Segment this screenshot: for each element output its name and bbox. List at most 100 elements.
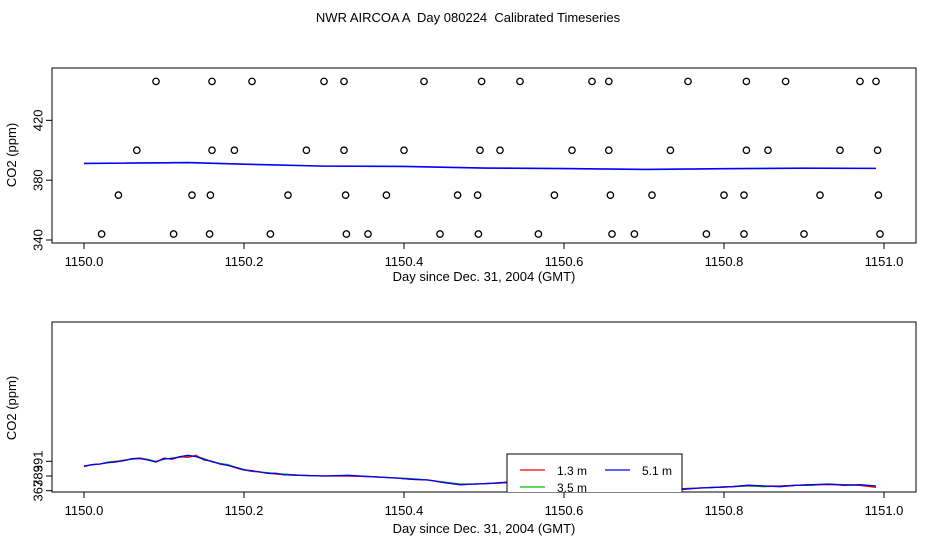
legend-box <box>506 453 683 492</box>
bottom-plot-frame <box>51 321 917 493</box>
top-data-point <box>702 230 711 238</box>
top-data-point <box>400 146 408 155</box>
top-x-tick-label: 1151.0 <box>865 254 904 269</box>
top-data-point <box>248 77 256 86</box>
bottom-x-axis: 1150.0 1150.2 1150.4 1150.6 1150.8 1151.0 <box>65 492 904 518</box>
top-data-point <box>608 230 616 238</box>
legend-label-3-5m: 3.5 m <box>557 481 587 495</box>
bottom-x-axis-label: Day since Dec. 31, 2004 (GMT) <box>393 521 576 536</box>
top-data-point <box>872 77 880 86</box>
top-data-point <box>876 230 884 238</box>
top-data-point <box>476 146 484 155</box>
top-data-point <box>856 77 864 86</box>
top-data-point <box>604 77 613 86</box>
bottom-y-tick-label: 391 <box>31 450 46 472</box>
top-data-point <box>684 77 692 86</box>
top-data-point <box>320 77 328 86</box>
top-data-point <box>364 230 372 238</box>
top-panel: 1150.0 1150.2 1150.4 1150.6 1150.8 1151.0 340… <box>4 67 917 284</box>
top-data-point <box>648 191 656 199</box>
top-data-point <box>230 146 239 155</box>
top-scatter-points <box>97 77 884 238</box>
top-data-point <box>516 77 524 86</box>
top-x-tick-label: 1150.2 <box>225 254 264 269</box>
bottom-x-tick-label: 1150.8 <box>705 503 744 518</box>
top-data-point <box>152 77 160 86</box>
top-data-point <box>742 77 751 86</box>
top-data-point <box>534 230 543 238</box>
top-data-point <box>606 191 615 199</box>
top-x-tick-label: 1150.4 <box>385 254 424 269</box>
top-plot-frame <box>51 67 917 244</box>
top-data-point <box>874 191 883 199</box>
bottom-x-tick-label: 1150.4 <box>385 503 424 518</box>
top-data-point <box>169 230 178 238</box>
top-data-point <box>132 146 141 155</box>
top-data-point <box>568 146 576 155</box>
top-series-line <box>83 161 877 171</box>
top-data-point <box>473 191 482 199</box>
bottom-series-line-5-1-m <box>83 454 877 490</box>
top-data-point <box>781 77 790 86</box>
top-data-point <box>588 77 596 86</box>
top-data-point <box>740 191 748 199</box>
legend-label-5-1m: 5.1 m <box>642 464 672 478</box>
bottom-y-tick-label: 389 <box>31 465 46 487</box>
top-data-point <box>436 230 444 238</box>
top-data-point <box>266 230 275 238</box>
top-x-axis-label: Day since Dec. 31, 2004 (GMT) <box>393 269 576 284</box>
bottom-panel: 1150.0 1150.2 1150.4 1150.6 1150.8 1151.0 367… <box>4 321 917 536</box>
top-data-point <box>382 191 391 199</box>
bottom-x-tick-label: 1150.6 <box>545 503 584 518</box>
top-data-point <box>800 230 808 238</box>
top-x-tick-label: 1150.0 <box>65 254 104 269</box>
top-data-point <box>604 146 613 155</box>
top-x-axis: 1150.0 1150.2 1150.4 1150.6 1150.8 1151.0 <box>65 243 904 269</box>
top-data-point <box>188 191 196 199</box>
top-data-point <box>208 77 216 86</box>
top-data-point <box>496 146 504 155</box>
bottom-x-tick-label: 1151.0 <box>865 503 904 518</box>
bottom-x-tick-label: 1150.0 <box>65 503 104 518</box>
legend-label-1-3m: 1.3 m <box>557 464 587 478</box>
top-data-point <box>302 146 311 155</box>
top-data-point <box>453 191 462 199</box>
top-data-point <box>550 191 559 199</box>
top-data-point <box>666 146 675 155</box>
top-y-tick-label: 420 <box>31 109 46 131</box>
top-data-point <box>873 146 882 155</box>
bottom-x-tick-label: 1150.2 <box>225 503 264 518</box>
top-data-point <box>740 230 748 238</box>
top-data-point <box>205 230 214 238</box>
top-y-axis: 340 380 420 <box>31 109 52 251</box>
top-data-point <box>420 77 428 86</box>
chart-title: NWR AIRCOA A Day 080224 Calibrated Times… <box>315 10 621 25</box>
top-data-point <box>477 77 486 86</box>
top-x-tick-label: 1150.6 <box>545 254 584 269</box>
top-data-point <box>630 230 639 238</box>
bottom-series-lines <box>83 454 877 490</box>
bottom-y-axis-label: CO2 (ppm) <box>4 376 19 440</box>
top-data-point <box>474 230 483 238</box>
top-data-point <box>340 77 348 86</box>
top-data-point <box>114 191 123 199</box>
top-x-tick-label: 1150.8 <box>705 254 744 269</box>
top-series-lines <box>83 161 877 171</box>
top-data-point <box>206 191 215 199</box>
top-data-point <box>764 146 772 155</box>
top-y-axis-label: CO2 (ppm) <box>4 123 19 187</box>
top-data-point <box>340 146 348 155</box>
bottom-y-tick-label: 367 <box>31 480 46 502</box>
top-data-point <box>97 230 106 238</box>
top-data-point <box>284 191 292 199</box>
top-y-tick-label: 340 <box>31 229 46 251</box>
top-data-point <box>816 191 824 199</box>
top-data-point <box>208 146 216 155</box>
top-data-point <box>836 146 844 155</box>
top-y-tick-label: 380 <box>31 169 46 191</box>
top-data-point <box>342 230 351 238</box>
legend: 1.3 m 3.5 m 5.1 m <box>506 453 683 495</box>
top-data-point <box>742 146 751 155</box>
